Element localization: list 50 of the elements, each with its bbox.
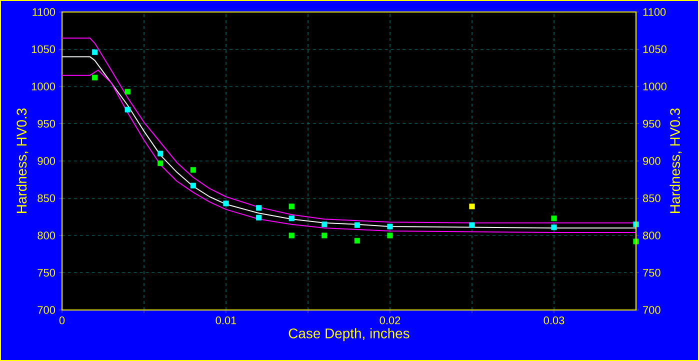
y2-tick-label: 850 bbox=[642, 194, 660, 202]
x-tick-label: 0.02 bbox=[380, 316, 400, 324]
point bbox=[223, 200, 229, 206]
y2-tick-label: 1050 bbox=[643, 45, 666, 54]
y2-tick-label: 900 bbox=[643, 157, 660, 165]
y2-axis-title: Hardness, HV0.3 bbox=[670, 108, 682, 213]
x-axis-title: Case Depth, inches bbox=[288, 328, 410, 342]
y-tick-label: 950 bbox=[38, 120, 56, 128]
y2-tick-label: 750 bbox=[643, 268, 660, 277]
y-tick-label: 1100 bbox=[32, 8, 56, 16]
point bbox=[387, 224, 393, 230]
y2-tick-label: 1100 bbox=[643, 8, 666, 16]
point bbox=[92, 49, 98, 56]
y2-tick-label: 1000 bbox=[643, 82, 666, 90]
point bbox=[190, 182, 196, 188]
x-tick-label: 0 bbox=[59, 316, 65, 324]
point bbox=[158, 150, 164, 156]
point bbox=[551, 216, 557, 222]
point bbox=[469, 204, 475, 210]
point bbox=[158, 160, 164, 166]
point bbox=[256, 214, 262, 220]
point bbox=[354, 222, 360, 228]
x-tick-label: 0.03 bbox=[544, 316, 564, 324]
point bbox=[551, 224, 557, 230]
point bbox=[633, 238, 639, 244]
y-tick-label: 1050 bbox=[32, 45, 56, 54]
y-tick-label: 900 bbox=[38, 157, 56, 165]
point bbox=[190, 167, 196, 173]
y-tick-label: 700 bbox=[38, 306, 56, 314]
point bbox=[469, 222, 475, 228]
point bbox=[124, 106, 130, 112]
y2-tick-label: 950 bbox=[643, 120, 660, 128]
y-tick-label: 750 bbox=[38, 268, 56, 277]
point bbox=[288, 216, 294, 222]
point bbox=[256, 205, 262, 211]
point bbox=[322, 232, 328, 238]
point bbox=[354, 238, 360, 244]
point bbox=[288, 204, 294, 210]
x-tick-label: 0.01 bbox=[216, 316, 236, 324]
y-tick-label: 850 bbox=[38, 194, 56, 202]
y2-tick-label: 700 bbox=[643, 306, 660, 314]
point bbox=[92, 74, 98, 80]
y-axis-title: Hardness, HV0.3 bbox=[16, 108, 28, 213]
y2-tick-label: 800 bbox=[642, 232, 660, 240]
point bbox=[124, 88, 130, 95]
point bbox=[288, 232, 294, 238]
y-tick-label: 1000 bbox=[32, 82, 56, 90]
point bbox=[322, 222, 328, 228]
y-tick-label: 800 bbox=[38, 232, 56, 240]
point bbox=[387, 232, 393, 238]
